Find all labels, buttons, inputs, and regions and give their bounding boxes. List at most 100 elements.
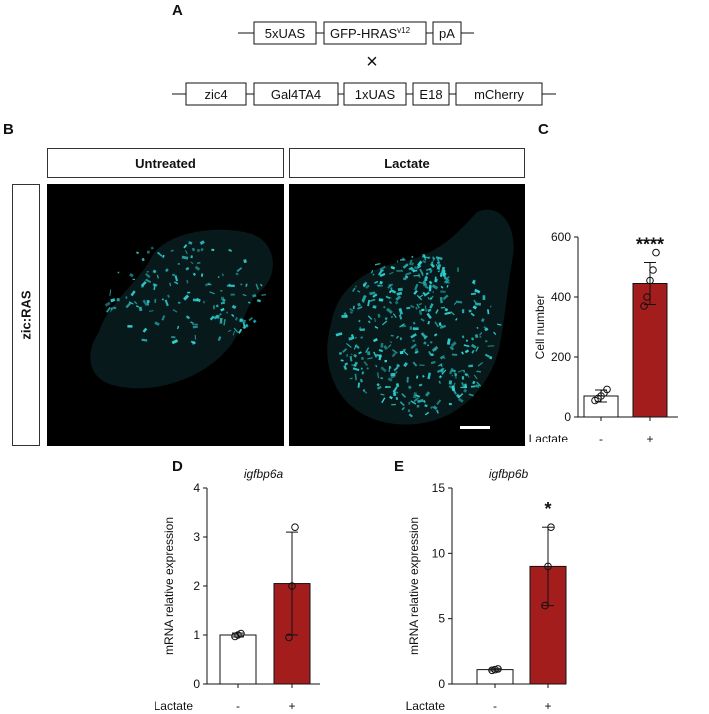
signal-dot — [379, 280, 383, 285]
data-point — [491, 665, 499, 674]
signal-dot — [359, 328, 365, 331]
signal-dot — [235, 272, 239, 276]
signal-dot — [354, 336, 357, 339]
signal-dot — [478, 331, 483, 336]
data-point — [640, 302, 648, 310]
signal-dot — [396, 291, 403, 296]
signal-dot — [170, 249, 174, 253]
signal-dot — [476, 381, 482, 387]
signal-dot — [453, 372, 457, 379]
signal-dot — [406, 376, 409, 383]
scale-bar — [460, 426, 490, 429]
signal-dot — [358, 319, 361, 323]
signal-dot — [216, 304, 219, 308]
construct-mcherry: mCherry — [474, 87, 524, 102]
signal-dot — [418, 302, 422, 306]
signal-dot — [399, 323, 405, 328]
signal-dot — [476, 326, 479, 330]
signal-dot — [475, 346, 479, 352]
signal-dot — [408, 259, 413, 266]
signal-dot — [398, 307, 404, 315]
signal-dot — [252, 294, 257, 298]
signal-dot — [369, 298, 376, 302]
signal-dot — [436, 399, 442, 405]
signal-dot — [464, 383, 468, 389]
signal-dot — [223, 318, 226, 326]
signal-dot — [437, 270, 441, 273]
y-axis-label: mRNA relative expression — [162, 517, 176, 655]
signal-dot — [142, 327, 148, 333]
signal-dot — [192, 298, 199, 302]
signal-dot — [190, 255, 193, 259]
signal-dot — [424, 256, 430, 259]
signal-dot — [440, 285, 444, 289]
signal-dot — [232, 330, 236, 336]
data-point — [547, 523, 555, 532]
signal-dot — [401, 406, 406, 411]
signal-dot — [145, 273, 151, 279]
signal-dot — [378, 348, 384, 353]
panel-label-d: D — [172, 458, 183, 475]
signal-dot — [231, 304, 237, 310]
signal-dot — [463, 388, 468, 393]
signal-dot — [413, 266, 419, 271]
signal-dot — [372, 293, 378, 298]
axes: 0 200 400 600 Cell number Lactate — [529, 230, 678, 442]
signal-dot — [445, 275, 450, 281]
signal-dot — [395, 295, 402, 302]
signal-dot — [417, 398, 424, 403]
signal-dot — [470, 343, 477, 349]
signal-dot — [192, 272, 196, 277]
signal-dot — [385, 385, 388, 388]
data-point — [285, 633, 293, 642]
signal-dot — [174, 281, 179, 285]
signal-dot — [209, 291, 215, 295]
signal-dot — [428, 267, 432, 271]
signal-dot — [463, 369, 465, 373]
signal-dot — [259, 283, 263, 287]
signal-dot — [110, 298, 116, 303]
signal-dot — [228, 284, 235, 288]
signal-dot — [194, 265, 201, 271]
signal-dot — [418, 383, 423, 387]
signal-dot — [422, 254, 425, 258]
panel-label-b: B — [3, 121, 14, 138]
data-point — [494, 665, 502, 673]
data-point — [541, 601, 549, 610]
signal-dot — [243, 259, 247, 264]
signal-dot — [352, 305, 355, 310]
signal-dot — [192, 325, 198, 329]
signal-dot — [129, 272, 134, 278]
signal-dot — [358, 326, 361, 331]
signal-dot — [234, 317, 238, 321]
signal-dot — [226, 311, 229, 314]
signal-dot — [127, 325, 133, 328]
signal-dot — [396, 364, 400, 368]
signal-dot — [433, 333, 438, 337]
signal-dot — [133, 301, 138, 305]
signal-dot — [395, 335, 399, 339]
signal-dot — [362, 282, 367, 287]
chart-title: igfbp6a — [244, 467, 284, 481]
bar-group: - — [219, 629, 257, 713]
signal-dot — [429, 285, 433, 289]
panel-label-c: C — [538, 121, 549, 138]
signal-dot — [365, 347, 370, 354]
signal-dot — [427, 344, 429, 347]
data-point — [291, 523, 299, 532]
signal-dot — [349, 377, 353, 380]
signal-dot — [412, 339, 416, 343]
signal-dot — [227, 329, 232, 333]
signal-dot — [360, 336, 364, 340]
signal-dot — [376, 383, 380, 387]
signal-dot — [440, 364, 443, 367]
signal-dot — [387, 377, 393, 382]
signal-dot — [183, 294, 190, 301]
micrograph-lactate — [289, 184, 525, 446]
signal-dot — [428, 280, 433, 285]
signal-dot — [400, 269, 404, 273]
signal-dot — [430, 353, 434, 356]
data-point — [652, 248, 660, 257]
signal-dot — [397, 287, 403, 292]
signal-dot — [451, 374, 454, 377]
